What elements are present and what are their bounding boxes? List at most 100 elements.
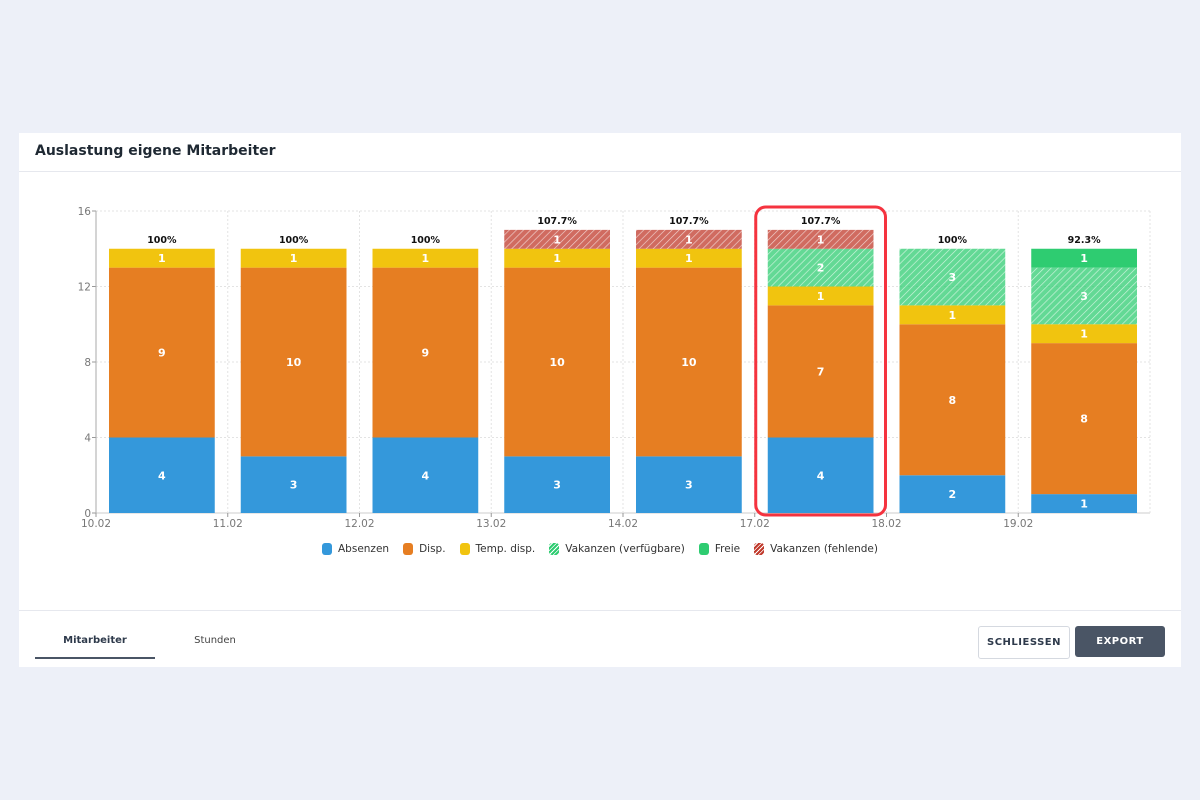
y-tick-label: 16 <box>78 206 92 218</box>
bar-value-label: 1 <box>553 252 561 265</box>
bar-total-label: 100% <box>147 235 177 246</box>
bar-segment-temp-disp- <box>636 248 742 268</box>
x-tick-label: 12.02 <box>344 518 374 530</box>
y-tick-label: 8 <box>84 357 91 369</box>
bar-value-label: 3 <box>949 271 957 284</box>
bar-value-label: 9 <box>158 347 166 360</box>
bar-value-label: 1 <box>949 309 957 322</box>
legend-swatch-icon <box>754 543 765 555</box>
legend-item[interactable]: Vakanzen (verfügbare) <box>549 543 685 555</box>
dialog-card: Auslastung eigene Mitarbeiter 0 4 8 12 16 10.… <box>19 133 1181 667</box>
bar-segment-vakanzen-verf-gbare- <box>767 248 874 287</box>
chart-legend: Absenzen Disp. Temp. disp. Vakanzen (verfüg… <box>19 543 1181 555</box>
bar-segment-disp- <box>109 267 215 438</box>
dialog-title: Auslastung eigene Mitarbeiter <box>35 143 276 159</box>
bar-total-label: 107.7% <box>801 216 841 227</box>
export-button[interactable]: EXPORT <box>1075 626 1165 657</box>
legend-swatch-icon <box>549 543 560 555</box>
legend-label: Vakanzen (verfügbare) <box>565 543 685 555</box>
legend-swatch-icon <box>698 543 709 555</box>
x-tick-label: 11.02 <box>213 518 243 530</box>
bar-value-label: 3 <box>290 479 298 492</box>
bar-value-label: 1 <box>290 252 298 265</box>
legend-swatch-icon <box>322 543 332 555</box>
bar-value-label: 9 <box>422 347 430 360</box>
x-tick-label: 18.02 <box>871 518 901 530</box>
bar-value-label: 1 <box>1080 498 1088 511</box>
bar-segment-temp-disp- <box>767 286 874 306</box>
bar-segment-disp- <box>1031 343 1137 495</box>
bar-total-label: 100% <box>938 235 968 246</box>
legend-label: Absenzen <box>338 543 390 555</box>
bar-segment-temp-disp- <box>240 248 347 268</box>
bar-value-label: 1 <box>422 252 430 265</box>
legend-swatch-icon <box>459 543 470 555</box>
bar-segment-disp- <box>240 267 347 457</box>
bar-segment-temp-disp- <box>504 248 610 268</box>
bar-segment-temp-disp- <box>109 248 215 268</box>
legend-item[interactable]: Freie <box>698 543 741 555</box>
legend-item[interactable]: Disp. <box>403 543 446 555</box>
legend-item[interactable]: Absenzen <box>322 543 389 555</box>
bar-value-label: 3 <box>553 479 561 492</box>
bar-segment-vakanzen-fehlende- <box>504 229 610 249</box>
bar-value-label: 10 <box>286 356 302 369</box>
bar-segment-temp-disp- <box>899 305 1006 325</box>
legend-swatch-icon <box>403 543 414 555</box>
bar-total-label: 107.7% <box>537 216 577 227</box>
bar-segment-absenzen <box>899 475 1006 513</box>
bar-value-label: 10 <box>549 356 565 369</box>
bar-segment-absenzen <box>1031 494 1137 513</box>
x-tick-label: 10.02 <box>81 518 111 530</box>
legend-label: Vakanzen (fehlende) <box>770 543 878 555</box>
close-button[interactable]: SCHLIESSEN <box>978 626 1070 659</box>
bar-value-label: 2 <box>949 488 957 501</box>
bar-segment-absenzen <box>636 456 742 513</box>
bar-segment-disp- <box>372 267 479 438</box>
tab-stunden[interactable]: Stunden <box>194 635 236 646</box>
bar-segment-absenzen <box>767 437 874 513</box>
bar-total-label: 100% <box>279 235 309 246</box>
bar-segment-vakanzen-fehlende- <box>636 229 742 249</box>
bar-total-label: 92.3% <box>1068 235 1101 246</box>
bar-segment-absenzen <box>240 456 347 513</box>
bar-segment-disp- <box>899 324 1006 476</box>
bar-value-label: 8 <box>1080 413 1088 426</box>
y-tick-label: 0 <box>84 508 91 520</box>
bar-segment-absenzen <box>109 437 215 513</box>
bar-value-label: 1 <box>1080 252 1088 265</box>
bar-total-label: 107.7% <box>669 216 709 227</box>
bar-value-label: 4 <box>158 469 166 482</box>
bar-value-label: 1 <box>1080 328 1088 341</box>
bar-segment-absenzen <box>372 437 479 513</box>
bar-value-label: 8 <box>949 394 957 407</box>
bar-segment-vakanzen-fehlende- <box>767 229 874 249</box>
bar-value-label: 1 <box>553 233 561 246</box>
bar-segment-absenzen <box>504 456 610 513</box>
legend-label: Freie <box>714 543 741 555</box>
bar-segment-disp- <box>504 267 610 457</box>
header-divider <box>19 171 1181 172</box>
bar-value-label: 1 <box>685 233 693 246</box>
bar-segment-vakanzen-verf-gbare- <box>899 248 1006 306</box>
bar-value-label: 2 <box>817 262 825 275</box>
bar-value-label: 1 <box>685 252 693 265</box>
legend-label: Temp. disp. <box>475 543 536 555</box>
bar-value-label: 1 <box>158 252 166 265</box>
tab-mitarbeiter[interactable]: Mitarbeiter <box>63 635 127 646</box>
legend-item[interactable]: Temp. disp. <box>459 543 536 555</box>
bar-value-label: 3 <box>1080 290 1088 303</box>
x-tick-label: 13.02 <box>476 518 506 530</box>
bar-segment-freie <box>1031 248 1137 268</box>
legend-item[interactable]: Vakanzen (fehlende) <box>754 543 878 555</box>
x-tick-label: 19.02 <box>1003 518 1033 530</box>
legend-label: Disp. <box>419 543 446 555</box>
bar-segment-temp-disp- <box>372 248 479 268</box>
bar-total-label: 100% <box>411 235 441 246</box>
bar-segment-disp- <box>767 305 874 438</box>
y-tick-label: 12 <box>78 282 91 294</box>
bar-segment-vakanzen-verf-gbare- <box>1031 267 1137 325</box>
bar-segment-temp-disp- <box>1031 324 1137 344</box>
bar-value-label: 3 <box>685 479 693 492</box>
